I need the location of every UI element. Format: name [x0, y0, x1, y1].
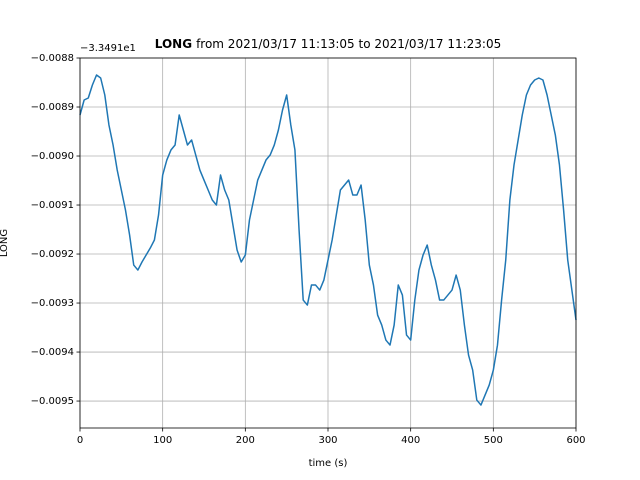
data-line: [79, 74, 577, 406]
y-tick-label: −0.0090: [31, 151, 74, 162]
y-tick-label: −0.0091: [31, 200, 74, 211]
x-tick-label: 200: [236, 435, 255, 446]
y-tick-label: −0.0088: [31, 53, 74, 64]
y-tick-label: −0.0093: [31, 298, 74, 309]
y-tick-label: −0.0089: [31, 102, 74, 113]
y-tick-label: −0.0094: [31, 347, 74, 358]
title-emphasis: LONG: [155, 37, 192, 51]
y-tick-label: −0.0095: [31, 396, 74, 407]
grid: [79, 57, 577, 428]
chart-title: LONG from 2021/03/17 11:13:05 to 2021/03/…: [155, 37, 501, 51]
x-tick-label: 600: [566, 435, 585, 446]
y-tick-label: −0.0092: [31, 249, 74, 260]
title-text: from 2021/03/17 11:13:05 to 2021/03/17 1…: [196, 37, 501, 51]
plot-area: [79, 74, 577, 406]
y-axis-label: LONG: [0, 229, 10, 257]
offset-text: −3.3491e1: [80, 43, 136, 54]
x-tick-label: 400: [401, 435, 420, 446]
x-tick-label: 0: [77, 435, 83, 446]
x-tick-label: 100: [153, 435, 172, 446]
x-axis-label: time (s): [309, 458, 348, 469]
x-tick-label: 500: [484, 435, 503, 446]
x-tick-label: 300: [318, 435, 337, 446]
